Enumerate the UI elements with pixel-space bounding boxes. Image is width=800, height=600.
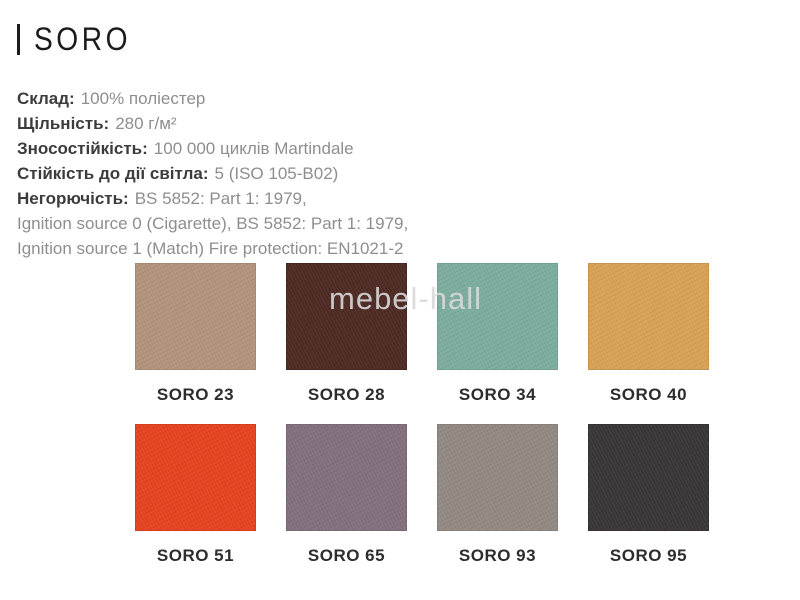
fabric-swatch-image	[437, 263, 558, 370]
spec-value: Ignition source 1 (Match) Fire protectio…	[17, 239, 404, 258]
swatch-label: SORO 51	[156, 546, 235, 565]
spec-line-lightfastness: Стійкість до дії світла: 5 (ISO 105-B02)	[17, 161, 408, 186]
fabric-swatch-image	[588, 263, 709, 370]
spec-label: Зносостійкість:	[17, 139, 148, 158]
spec-value: BS 5852: Part 1: 1979,	[134, 189, 307, 208]
swatch-cell-soro-93: SORO 93	[437, 424, 558, 566]
title-bar-mark	[17, 24, 20, 55]
spec-label: Негорючість:	[17, 189, 129, 208]
swatch-cell-soro-40: SORO 40	[588, 263, 709, 405]
swatch-label: SORO 95	[609, 546, 688, 565]
fabric-swatch-image	[588, 424, 709, 531]
spec-value: 5 (ISO 105-B02)	[214, 164, 339, 183]
spec-value: 280 г/м²	[115, 114, 177, 133]
swatch-cell-soro-23: SORO 23	[135, 263, 256, 405]
swatch-label: SORO 28	[307, 385, 386, 404]
spec-value: Ignition source 0 (Cigarette), BS 5852: …	[17, 214, 409, 233]
fabric-name: SORO	[34, 21, 132, 57]
swatch-cell-soro-34: SORO 34	[437, 263, 558, 405]
swatch-label: SORO 40	[609, 385, 688, 404]
spec-label: Щільність:	[17, 114, 110, 133]
spec-line-flammability-cont-2: Ignition source 1 (Match) Fire protectio…	[17, 236, 408, 261]
spec-line-composition: Склад: 100% поліестер	[17, 86, 408, 111]
fabric-swatch-image	[437, 424, 558, 531]
swatch-cell-soro-65: SORO 65	[286, 424, 407, 566]
swatch-grid: SORO 23 SORO 28 SORO 34 SORO 40 SORO 51 …	[135, 263, 709, 566]
page-title: SORO	[17, 21, 144, 58]
spec-value: 100 000 циклів Martindale	[153, 139, 354, 158]
spec-label: Стійкість до дії світла:	[17, 164, 209, 183]
fabric-swatch-image	[286, 263, 407, 370]
swatch-cell-soro-95: SORO 95	[588, 424, 709, 566]
swatch-label: SORO 23	[156, 385, 235, 404]
swatch-label: SORO 34	[458, 385, 537, 404]
spec-line-abrasion: Зносостійкість: 100 000 циклів Martindale	[17, 136, 408, 161]
fabric-swatch-image	[135, 263, 256, 370]
spec-list: Склад: 100% поліестер Щільність: 280 г/м² …	[17, 86, 408, 261]
spec-line-density: Щільність: 280 г/м²	[17, 111, 408, 136]
spec-value: 100% поліестер	[80, 89, 206, 108]
spec-label: Склад:	[17, 89, 75, 108]
spec-line-flammability-cont-1: Ignition source 0 (Cigarette), BS 5852: …	[17, 211, 408, 236]
spec-line-flammability: Негорючість: BS 5852: Part 1: 1979,	[17, 186, 408, 211]
swatch-cell-soro-51: SORO 51	[135, 424, 256, 566]
fabric-swatch-image	[286, 424, 407, 531]
swatch-cell-soro-28: SORO 28	[286, 263, 407, 405]
swatch-label: SORO 65	[307, 546, 386, 565]
swatch-label: SORO 93	[458, 546, 537, 565]
fabric-swatch-image	[135, 424, 256, 531]
